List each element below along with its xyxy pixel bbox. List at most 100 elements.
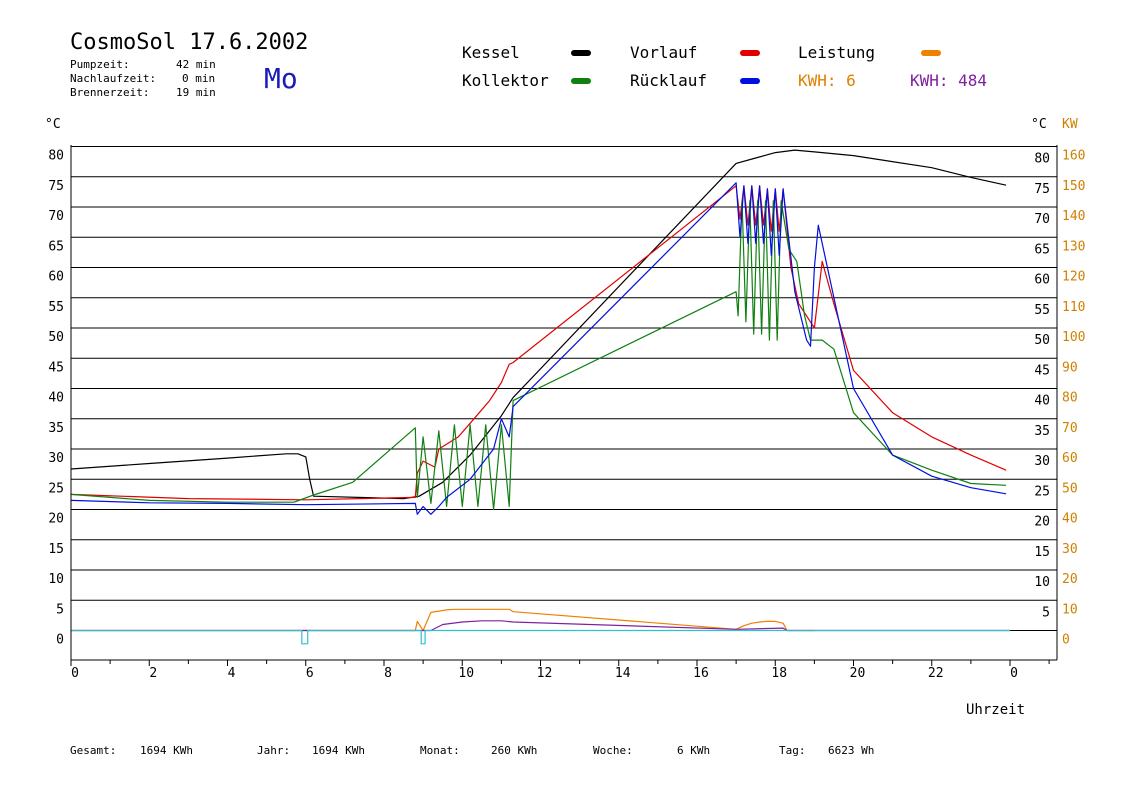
x-tick-label-1: 2 bbox=[149, 666, 157, 681]
chart-title: CosmoSol 17.6.2002 bbox=[70, 30, 309, 55]
y-tick-label-left-30: 30 bbox=[48, 451, 64, 466]
x-tick-label-9: 18 bbox=[771, 666, 787, 681]
y-tick-label-left-10: 10 bbox=[48, 572, 64, 587]
y-tick-label-left-0: 0 bbox=[56, 633, 64, 648]
x-tick-label-0: 0 bbox=[71, 666, 79, 681]
woche-label: Woche: bbox=[593, 744, 633, 757]
legend-vorlauf-label: Vorlauf bbox=[630, 43, 698, 62]
y-tick-label-right-45: 45 bbox=[1034, 363, 1050, 378]
brennerzeit-value: 19 min bbox=[176, 86, 216, 99]
legend-kollektor-label: Kollektor bbox=[462, 71, 549, 90]
kwh-orange-label: KWH: 6 bbox=[798, 71, 856, 90]
nachlaufzeit-label: Nachlaufzeit: bbox=[70, 72, 157, 85]
y-tick-label-kw-110: 110 bbox=[1062, 300, 1085, 315]
legend-kessel-swatch bbox=[571, 50, 591, 56]
y-tick-label-kw-10: 10 bbox=[1062, 602, 1078, 617]
y-tick-label-left-75: 75 bbox=[48, 179, 64, 194]
gesamt-label: Gesamt: bbox=[70, 744, 117, 757]
y-axis-label-kw: KW bbox=[1062, 117, 1078, 132]
y-tick-label-right-30: 30 bbox=[1034, 454, 1050, 469]
series-leistung-kwh bbox=[71, 620, 1010, 632]
y-tick-label-kw-120: 120 bbox=[1062, 270, 1085, 285]
y-tick-label-right-60: 60 bbox=[1034, 273, 1050, 288]
legend-ruecklauf-swatch bbox=[740, 78, 760, 84]
y-tick-label-right-75: 75 bbox=[1034, 182, 1050, 197]
x-tick-label-12: 0 bbox=[1010, 666, 1018, 681]
legend-leistung-label: Leistung bbox=[798, 43, 876, 62]
x-tick-label-5: 10 bbox=[458, 666, 474, 681]
grid bbox=[71, 146, 1057, 631]
kwh-purple-label: KWH: 484 bbox=[910, 71, 988, 90]
y-axis-label-left: °C bbox=[45, 117, 61, 132]
y-tick-label-kw-40: 40 bbox=[1062, 512, 1078, 527]
legend-ruecklauf-label: Rücklauf bbox=[630, 71, 708, 90]
jahr-value: 1694 KWh bbox=[312, 744, 365, 757]
y-tick-label-right-50: 50 bbox=[1034, 333, 1050, 348]
x-tick-label-3: 6 bbox=[306, 666, 314, 681]
series-rücklauf bbox=[70, 182, 1007, 515]
y-tick-label-kw-60: 60 bbox=[1062, 451, 1078, 466]
y-tick-label-kw-80: 80 bbox=[1062, 391, 1078, 406]
x-tick-label-6: 12 bbox=[537, 666, 553, 681]
brennerzeit-label: Brennerzeit: bbox=[70, 86, 150, 99]
nachlaufzeit-value: 0 min bbox=[182, 72, 216, 85]
legend-vorlauf-swatch bbox=[740, 50, 760, 56]
axes: 0 2 4 6 8 10 12 14 16 18 20 22 005101520253035404550… bbox=[45, 117, 1085, 681]
y-tick-label-kw-50: 50 bbox=[1062, 481, 1078, 496]
woche-value: 6 KWh bbox=[677, 744, 711, 757]
y-axis-label-right: °C bbox=[1031, 117, 1047, 132]
monat-label: Monat: bbox=[420, 744, 460, 757]
y-tick-label-left-40: 40 bbox=[48, 391, 64, 406]
y-tick-label-left-55: 55 bbox=[48, 300, 64, 315]
y-tick-label-right-10: 10 bbox=[1034, 575, 1050, 590]
legend-kessel-label: Kessel bbox=[462, 43, 520, 62]
series-vorlauf bbox=[70, 185, 1007, 501]
y-tick-label-right-70: 70 bbox=[1034, 212, 1050, 227]
series-kollektor bbox=[70, 200, 1007, 511]
y-tick-label-left-15: 15 bbox=[48, 542, 64, 557]
y-tick-label-kw-0: 0 bbox=[1062, 633, 1070, 648]
y-tick-label-right-15: 15 bbox=[1034, 545, 1050, 560]
y-tick-label-left-65: 65 bbox=[48, 239, 64, 254]
y-tick-label-kw-30: 30 bbox=[1062, 542, 1078, 557]
x-tick-label-7: 14 bbox=[615, 666, 631, 681]
y-tick-label-kw-70: 70 bbox=[1062, 421, 1078, 436]
pumpzeit-label: Pumpzeit: bbox=[70, 58, 130, 71]
series-layer bbox=[70, 149, 1010, 645]
y-tick-label-left-50: 50 bbox=[48, 330, 64, 345]
y-tick-label-right-35: 35 bbox=[1034, 424, 1050, 439]
y-tick-label-left-20: 20 bbox=[48, 512, 64, 527]
y-tick-label-right-20: 20 bbox=[1034, 515, 1050, 530]
y-tick-label-right-65: 65 bbox=[1034, 242, 1050, 257]
y-tick-label-right-25: 25 bbox=[1034, 484, 1050, 499]
y-tick-label-right-40: 40 bbox=[1034, 394, 1050, 409]
y-tick-label-left-5: 5 bbox=[56, 602, 64, 617]
legend-leistung-swatch bbox=[921, 50, 941, 56]
tag-value: 6623 Wh bbox=[828, 744, 875, 757]
y-tick-label-left-80: 80 bbox=[48, 149, 64, 164]
y-tick-label-left-60: 60 bbox=[48, 270, 64, 285]
jahr-label: Jahr: bbox=[257, 744, 291, 757]
y-tick-label-kw-90: 90 bbox=[1062, 360, 1078, 375]
pumpzeit-value: 42 min bbox=[176, 58, 216, 71]
y-tick-label-left-45: 45 bbox=[48, 360, 64, 375]
y-tick-label-right-55: 55 bbox=[1034, 303, 1050, 318]
series-leistung bbox=[71, 608, 815, 632]
x-tick-label-2: 4 bbox=[228, 666, 236, 681]
legend-kollektor-swatch bbox=[571, 78, 591, 84]
y-tick-label-right-5: 5 bbox=[1042, 605, 1050, 620]
x-tick-label-11: 22 bbox=[928, 666, 944, 681]
y-tick-label-left-25: 25 bbox=[48, 481, 64, 496]
weekday-label: Mo bbox=[264, 62, 298, 95]
y-tick-label-kw-20: 20 bbox=[1062, 572, 1078, 587]
series-kessel bbox=[70, 149, 1007, 500]
x-tick-label-10: 20 bbox=[850, 666, 866, 681]
y-tick-label-kw-140: 140 bbox=[1062, 209, 1085, 224]
x-tick-label-4: 8 bbox=[384, 666, 392, 681]
x-axis-label: Uhrzeit bbox=[966, 702, 1026, 718]
tag-label: Tag: bbox=[779, 744, 806, 757]
y-tick-label-left-35: 35 bbox=[48, 421, 64, 436]
series-pumpe bbox=[71, 629, 1010, 645]
y-tick-label-kw-130: 130 bbox=[1062, 239, 1085, 254]
y-tick-label-kw-160: 160 bbox=[1062, 149, 1085, 164]
